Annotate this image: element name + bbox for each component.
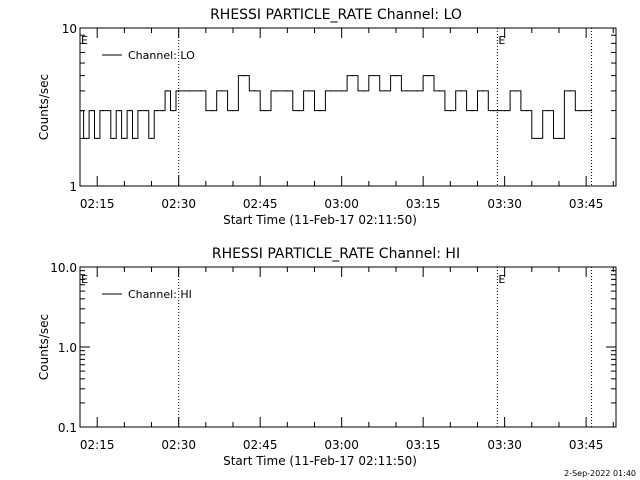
data-point — [107, 110, 109, 112]
y-axis-label: Counts/sec — [37, 314, 51, 380]
data-point — [210, 110, 212, 112]
y-tick-label: 10.0 — [50, 261, 77, 275]
x-tick-label: 03:30 — [487, 438, 522, 452]
legend-label: Channel: HI — [128, 288, 192, 301]
y-tick-label: 1.0 — [58, 341, 77, 355]
legend-label: Channel: LO — [128, 49, 195, 62]
x-tick-label: 02:45 — [243, 438, 278, 452]
y-tick-label: 1 — [69, 180, 77, 194]
x-tick-label: 03:30 — [487, 197, 522, 211]
data-point — [85, 137, 87, 140]
data-point — [384, 90, 386, 92]
x-tick-label: 03:00 — [324, 197, 359, 211]
data-point — [129, 110, 131, 112]
data-point — [580, 110, 582, 112]
data-point — [96, 137, 98, 140]
data-point — [308, 90, 310, 92]
data-point — [536, 137, 538, 140]
data-point — [199, 90, 202, 92]
data-point — [102, 110, 104, 112]
event-marker-label: E — [498, 34, 505, 47]
y-tick-label: 0.1 — [58, 421, 77, 435]
data-point — [319, 110, 321, 112]
data-point — [112, 137, 115, 140]
data-point — [123, 137, 125, 140]
data-point — [547, 110, 549, 112]
chart-panel-1: RHESSI PARTICLE_RATE Channel: LO Counts/s… — [37, 7, 617, 227]
data-point — [482, 90, 484, 92]
data-point — [265, 110, 267, 112]
data-point — [341, 90, 343, 92]
data-point — [406, 90, 408, 92]
chart-panel-2: RHESSI PARTICLE_RATE Channel: HI Counts/s… — [37, 246, 617, 468]
data-point — [134, 137, 136, 140]
x-tick-label: 02:30 — [161, 438, 196, 452]
data-point — [351, 74, 354, 77]
event-marker-label: E — [498, 273, 505, 286]
data-point — [156, 110, 158, 112]
x-tick-label: 03:15 — [406, 197, 441, 211]
data-point — [373, 74, 375, 77]
x-tick-label: 03:15 — [406, 438, 441, 452]
data-point — [438, 90, 441, 92]
data-point — [188, 90, 191, 92]
x-tick-label: 02:15 — [80, 438, 115, 452]
x-tick-label: 03:00 — [324, 438, 359, 452]
x-tick-label: 03:45 — [569, 438, 604, 452]
data-point — [286, 90, 288, 92]
data-point — [150, 137, 153, 140]
data-point — [140, 110, 142, 112]
data-point — [254, 90, 256, 92]
data-point — [178, 90, 180, 92]
data-point — [145, 110, 147, 112]
y-tick-label: 10 — [62, 22, 77, 36]
data-point — [395, 74, 397, 77]
data-point — [449, 110, 451, 112]
data-point — [232, 110, 234, 112]
data-point — [243, 74, 245, 77]
data-point — [427, 74, 430, 77]
data-point — [118, 110, 120, 112]
footer-timestamp: 2-Sep-2022 01:40 — [564, 469, 636, 478]
event-marker-label: E — [81, 34, 88, 47]
data-point — [91, 110, 93, 112]
data-point — [275, 90, 278, 92]
data-point — [221, 90, 223, 92]
chart-title: RHESSI PARTICLE_RATE Channel: HI — [212, 246, 460, 262]
data-point — [558, 137, 560, 140]
data-point — [493, 110, 495, 112]
y-axis-label: Counts/sec — [37, 74, 51, 140]
series-line-1 — [80, 75, 592, 139]
data-point — [330, 90, 332, 92]
chart-title: RHESSI PARTICLE_RATE Channel: LO — [210, 7, 462, 23]
data-point — [514, 90, 517, 92]
data-point — [417, 90, 419, 92]
data-point — [504, 110, 506, 112]
plot-frame — [79, 27, 617, 187]
event-marker-label: E — [81, 273, 88, 286]
data-point — [525, 110, 527, 112]
x-tick-label: 02:45 — [243, 197, 278, 211]
data-point — [161, 110, 163, 112]
data-point — [80, 110, 82, 112]
x-tick-label: 02:30 — [161, 197, 196, 211]
data-point — [460, 90, 462, 92]
data-point — [172, 110, 174, 112]
x-tick-label: 03:45 — [569, 197, 604, 211]
data-point — [569, 90, 571, 92]
data-point — [362, 90, 364, 92]
data-point — [167, 90, 169, 92]
x-axis-label: Start Time (11-Feb-17 02:11:50) — [223, 454, 417, 468]
x-tick-label: 02:15 — [80, 197, 115, 211]
data-point — [590, 110, 593, 112]
data-point — [471, 110, 473, 112]
x-axis-label: Start Time (11-Feb-17 02:11:50) — [223, 213, 417, 227]
data-point — [297, 110, 299, 112]
